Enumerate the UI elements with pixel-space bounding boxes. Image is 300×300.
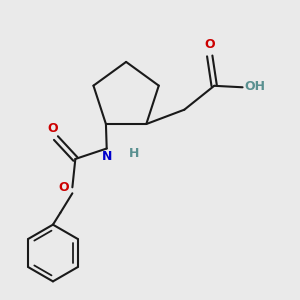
- Text: O: O: [59, 181, 69, 194]
- Text: O: O: [47, 122, 58, 135]
- Text: H: H: [129, 147, 140, 160]
- Text: OH: OH: [244, 80, 265, 93]
- Text: O: O: [204, 38, 215, 51]
- Text: N: N: [101, 150, 112, 163]
